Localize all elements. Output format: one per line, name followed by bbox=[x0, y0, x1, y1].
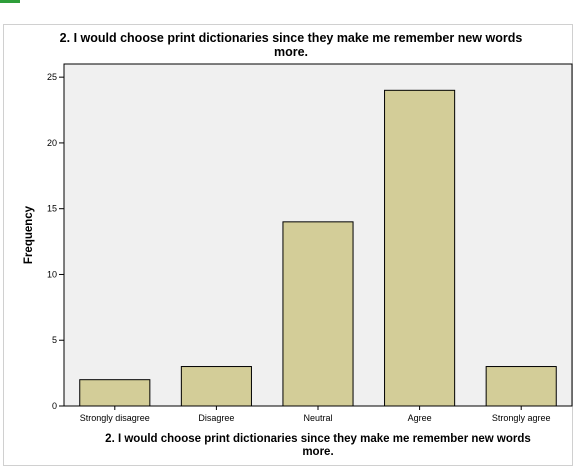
bar-agree bbox=[384, 89, 456, 407]
x-axis-title-line1: 2. I would choose print dictionaries sin… bbox=[105, 433, 531, 445]
y-tick-label: 15 bbox=[47, 204, 57, 214]
x-tick-label: Disagree bbox=[198, 413, 234, 423]
y-axis-label: Frequency bbox=[23, 205, 35, 264]
x-axis-title-line2: more. bbox=[302, 446, 333, 458]
bar-disagree bbox=[180, 366, 252, 407]
y-tick-label: 5 bbox=[52, 335, 57, 345]
y-tick-label: 0 bbox=[52, 401, 57, 411]
bars bbox=[79, 89, 557, 407]
chart-title-line1: 2. I would choose print dictionaries sin… bbox=[60, 31, 523, 45]
accent-bar bbox=[0, 0, 20, 3]
y-tick-label: 25 bbox=[47, 72, 57, 82]
y-tick-label: 10 bbox=[47, 269, 57, 279]
x-tick-label: Agree bbox=[408, 413, 432, 423]
x-tick-label: Neutral bbox=[303, 413, 332, 423]
x-axis-ticks: Strongly disagree Disagree Neutral Agree Str… bbox=[80, 406, 551, 423]
y-axis-ticks: 0 5 10 15 20 25 bbox=[47, 72, 64, 411]
bar-neutral bbox=[282, 221, 354, 407]
x-tick-label: Strongly disagree bbox=[80, 413, 150, 423]
bar-strongly-agree bbox=[485, 366, 557, 407]
chart-title-line2: more. bbox=[274, 45, 308, 59]
y-tick-label: 20 bbox=[47, 138, 57, 148]
bar-strongly-disagree bbox=[79, 379, 151, 407]
x-tick-label: Strongly agree bbox=[492, 413, 551, 423]
